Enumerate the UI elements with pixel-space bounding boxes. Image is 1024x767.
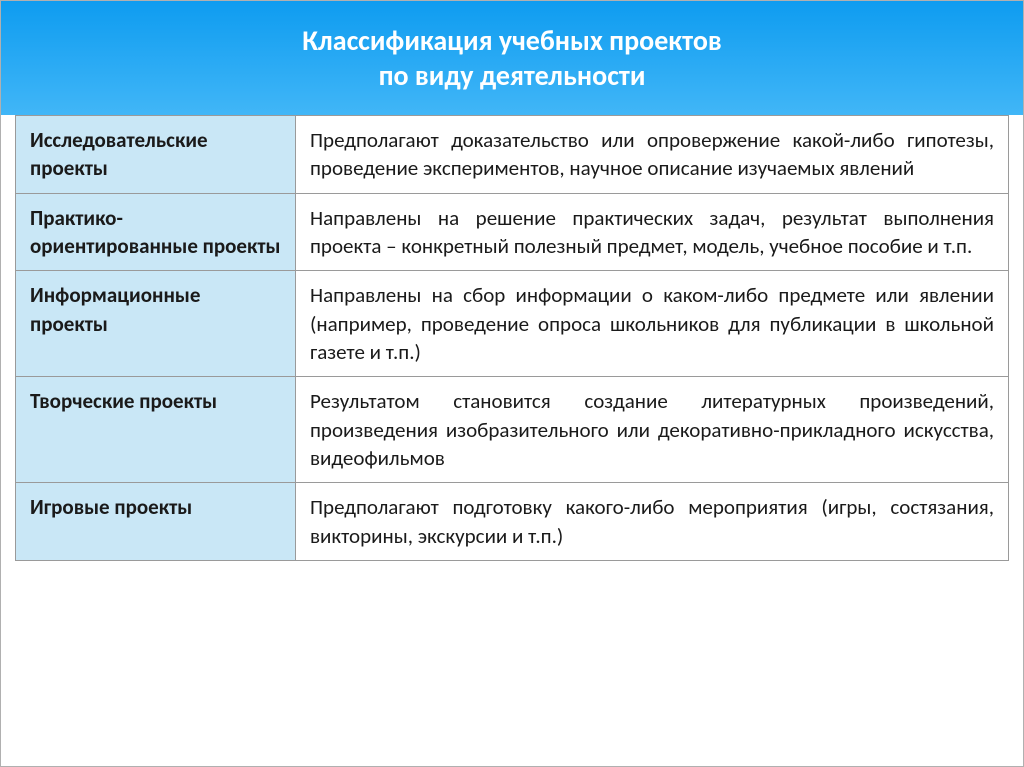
row-label: Практико-ориентированные проекты (16, 193, 296, 271)
table-row: Исследовательские проекты Предполагают д… (16, 116, 1009, 194)
slide: Классификация учебных проектов по виду д… (0, 0, 1024, 767)
slide-title-line1: Классификация учебных проектов (21, 23, 1003, 58)
row-desc: Предполагают доказательство или опроверж… (296, 116, 1009, 194)
table-row: Информационные проекты Направлены на сбо… (16, 271, 1009, 377)
row-desc: Направлены на сбор информации о каком-ли… (296, 271, 1009, 377)
slide-title-block: Классификация учебных проектов по виду д… (1, 1, 1023, 115)
row-label: Творческие проекты (16, 377, 296, 483)
row-desc: Предполагают подготовку какого-либо меро… (296, 483, 1009, 561)
table-row: Практико-ориентированные проекты Направл… (16, 193, 1009, 271)
classification-table: Исследовательские проекты Предполагают д… (15, 115, 1009, 561)
row-label: Информационные проекты (16, 271, 296, 377)
row-desc: Направлены на решение практических задач… (296, 193, 1009, 271)
table-row: Творческие проекты Результатом становитс… (16, 377, 1009, 483)
row-label: Игровые проекты (16, 483, 296, 561)
table-row: Игровые проекты Предполагают подготовку … (16, 483, 1009, 561)
row-desc: Результатом становится создание литерату… (296, 377, 1009, 483)
slide-title-line2: по виду деятельности (21, 58, 1003, 93)
row-label: Исследовательские проекты (16, 116, 296, 194)
